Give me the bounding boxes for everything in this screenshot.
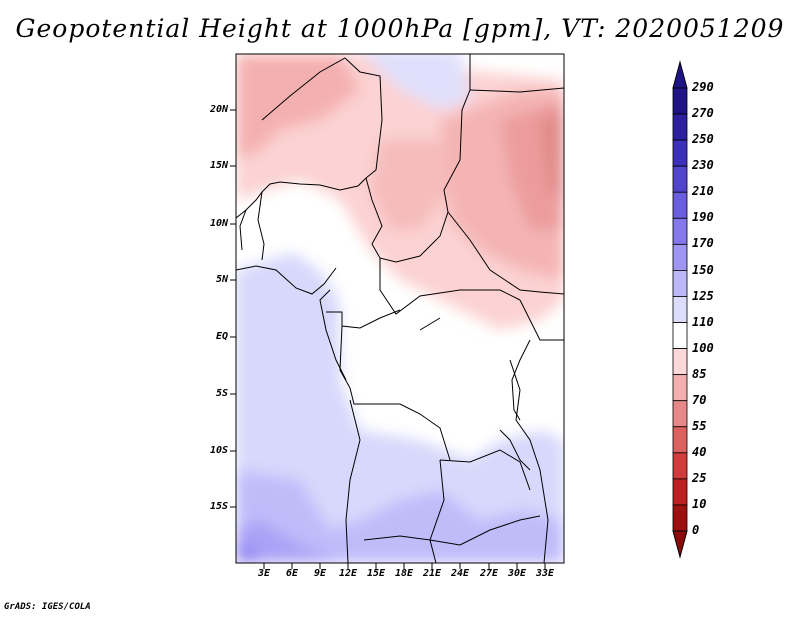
lon-label: 33E [535,568,555,579]
lon-label: 18E [394,568,414,579]
lat-label: 5S [215,388,228,399]
lon-label: 3E [257,568,271,579]
lat-label: 15S [209,501,228,512]
colorbar-label: 55 [692,419,707,433]
colorbar-label: 25 [692,471,707,485]
colorbar-label: 170 [692,236,714,250]
lat-label: 10S [209,445,228,456]
colorbar-label: 210 [692,184,714,198]
colorbar-label: 70 [692,393,707,407]
lon-label: 15E [366,568,386,579]
country-borders [236,54,564,563]
lat-label: 20N [209,104,228,115]
colorbar-label: 125 [692,289,714,303]
grads-credit: GrADS: IGES/COLA [4,602,91,612]
lat-label: 10N [209,218,228,229]
lon-label: 9E [313,568,327,579]
lon-label: 27E [479,568,499,579]
height-field [236,54,564,563]
map-title: Geopotential Height at 1000hPa [gpm], VT… [15,14,785,43]
colorbar-label: 0 [692,523,700,537]
colorbar-label: 290 [692,80,714,94]
colorbar-label: 85 [692,367,707,381]
lon-label: 6E [285,568,299,579]
lat-label: 15N [209,160,228,171]
colorbar-label: 190 [692,210,714,224]
colorbar-label: 270 [692,106,714,120]
lon-label: 24E [450,568,470,579]
axis-ticks [230,109,546,569]
lon-label: 21E [422,568,442,579]
colorbar-label: 150 [692,263,714,277]
colorbar-label: 250 [692,132,714,146]
lat-label: 5N [215,274,228,285]
colorbar-label: 230 [692,158,714,172]
colorbar-label: 100 [692,341,714,355]
lon-label: 30E [507,568,527,579]
colorbar-label: 110 [692,315,714,329]
colorbar-label: 10 [692,497,707,511]
lat-label: EQ [215,331,228,342]
colorbar-label: 40 [692,445,707,459]
lon-label: 12E [338,568,358,579]
